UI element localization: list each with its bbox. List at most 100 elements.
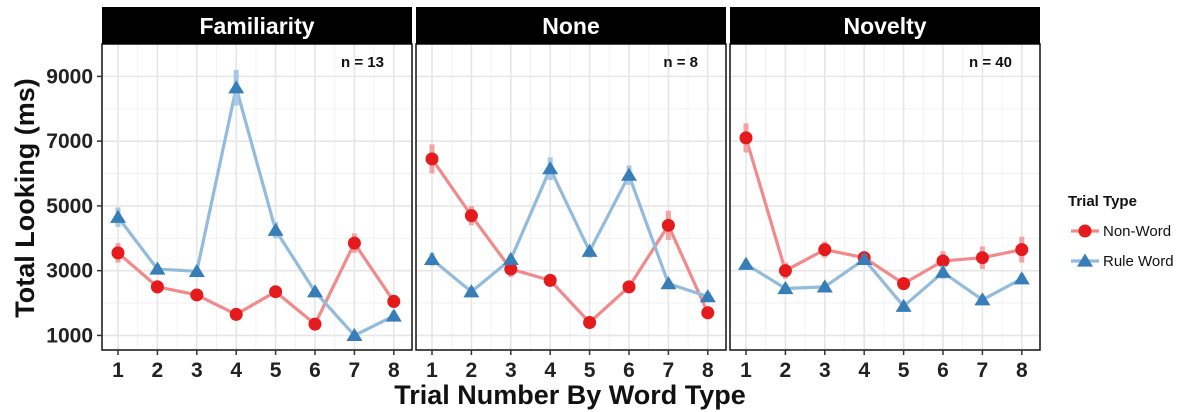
- x-tick-label: 4: [230, 359, 242, 382]
- data-point-ruleword: [699, 289, 716, 303]
- data-point-nonword: [504, 262, 518, 276]
- series-line-ruleword: [430, 167, 709, 299]
- data-point-ruleword: [307, 284, 323, 298]
- facet-strip: [416, 7, 726, 44]
- sample-size-label: n = 8: [663, 54, 698, 71]
- x-tick-label: 6: [623, 359, 635, 382]
- data-point-ruleword: [346, 327, 363, 342]
- data-point-nonword: [897, 277, 911, 291]
- x-tick-label: 2: [466, 359, 478, 382]
- data-point-ruleword: [267, 222, 284, 236]
- data-point-nonword: [622, 280, 636, 294]
- data-point-ruleword: [935, 264, 951, 278]
- panel-background: [416, 44, 726, 350]
- legend-title: Trial Type: [1068, 193, 1137, 210]
- data-point-ruleword: [974, 292, 991, 306]
- x-tick-label: 8: [388, 359, 400, 382]
- x-tick-label: 7: [349, 359, 361, 382]
- y-tick-label: 3000: [46, 260, 93, 283]
- data-point-ruleword: [188, 263, 205, 277]
- data-point-nonword: [229, 307, 243, 321]
- y-tick-label: 1000: [46, 324, 93, 347]
- x-tick-label: 4: [858, 359, 870, 382]
- x-tick-label: 4: [544, 359, 556, 382]
- x-tick-label: 2: [152, 359, 164, 382]
- facet-panel-novelty: Novelty n = 40: [729, 7, 1041, 351]
- legend-label: Non-Word: [1103, 223, 1171, 240]
- facet-panel-none: None n = 8: [415, 7, 727, 351]
- panel-background: [102, 44, 412, 350]
- data-point-ruleword: [1013, 271, 1030, 285]
- data-point-nonword: [583, 315, 597, 329]
- x-tick-label: 3: [819, 359, 831, 382]
- x-tick-label: 8: [1016, 359, 1028, 382]
- legend-label: Rule Word: [1103, 253, 1174, 270]
- data-point-nonword: [778, 264, 792, 278]
- data-point-ruleword: [463, 284, 480, 298]
- x-axis-title: Trial Number By Word Type: [394, 380, 746, 410]
- data-point-ruleword: [895, 298, 912, 312]
- data-point-ruleword: [542, 161, 559, 175]
- legend-entries: Non-Word Rule Word: [1071, 223, 1174, 270]
- data-point-ruleword: [149, 261, 166, 275]
- data-point-nonword: [425, 152, 439, 166]
- series-line-nonword: [744, 137, 1023, 286]
- data-point-ruleword: [660, 276, 677, 290]
- y-tick-label: 7000: [46, 130, 93, 153]
- data-point-ruleword: [110, 209, 126, 223]
- facet-strip-title: Novelty: [843, 13, 926, 39]
- sample-size-label: n = 40: [969, 54, 1012, 71]
- x-tick-label: 6: [309, 359, 321, 382]
- data-point-ruleword: [385, 308, 402, 322]
- data-point-nonword: [661, 218, 675, 232]
- y-axis-title: Total Looking (ms): [10, 78, 40, 317]
- series-line-nonword: [116, 241, 396, 326]
- x-tick-label: 1: [740, 359, 752, 382]
- data-point-ruleword: [816, 279, 833, 293]
- facet-strip: [102, 7, 412, 44]
- legend-key-marker: [1078, 224, 1092, 238]
- legend: Trial Type Non-Word Rule Word: [1068, 193, 1174, 270]
- data-point-ruleword: [621, 167, 637, 181]
- facet-panel-familiarity: Familiarity n = 13: [101, 7, 413, 351]
- facet-strip-title: None: [542, 13, 600, 39]
- data-point-ruleword: [228, 80, 245, 94]
- series-line-ruleword: [116, 86, 395, 338]
- legend-item-nonword: Non-Word: [1071, 223, 1171, 240]
- x-tick-label: 8: [702, 359, 714, 382]
- data-point-nonword: [150, 280, 164, 294]
- data-point-nonword: [190, 288, 204, 302]
- panel-background: [730, 44, 1040, 350]
- x-tick-label: 7: [977, 359, 989, 382]
- legend-item-ruleword: Rule Word: [1071, 253, 1174, 270]
- x-tick-label: 5: [898, 359, 910, 382]
- chart-panels: Familiarity n = 13 None n = 8 Novelty n = 40: [101, 7, 1041, 351]
- data-point-nonword: [936, 254, 950, 268]
- data-point-ruleword: [856, 251, 873, 265]
- data-point-nonword: [975, 251, 989, 265]
- facet-strip-title: Familiarity: [199, 13, 314, 39]
- y-tick-label: 9000: [46, 65, 93, 88]
- legend-key-marker: [1077, 253, 1093, 267]
- series-line-ruleword: [745, 257, 1023, 308]
- data-point-nonword: [543, 273, 557, 287]
- x-tick-label: 6: [937, 359, 949, 382]
- y-tick-label: 5000: [46, 195, 93, 218]
- data-point-nonword: [818, 243, 832, 257]
- data-point-ruleword: [424, 251, 440, 265]
- data-point-nonword: [308, 317, 322, 331]
- x-tick-label: 2: [780, 359, 792, 382]
- y-axis: 1000 3000 5000 7000 9000: [46, 65, 102, 347]
- series-line-nonword: [430, 158, 710, 325]
- x-tick-label: 3: [191, 359, 203, 382]
- x-tick-label: 5: [584, 359, 596, 382]
- x-tick-label: 3: [505, 359, 517, 382]
- data-point-nonword: [464, 209, 478, 223]
- data-point-ruleword: [777, 280, 794, 295]
- data-point-nonword: [739, 131, 753, 145]
- x-axis: 1 2 3 4 5 6 7 8 1 2 3 4 5 6 7 8 1 2 3 4 5 6 7 8: [112, 350, 1028, 382]
- data-point-nonword: [347, 236, 361, 250]
- data-point-nonword: [387, 294, 401, 308]
- data-point-nonword: [701, 306, 715, 320]
